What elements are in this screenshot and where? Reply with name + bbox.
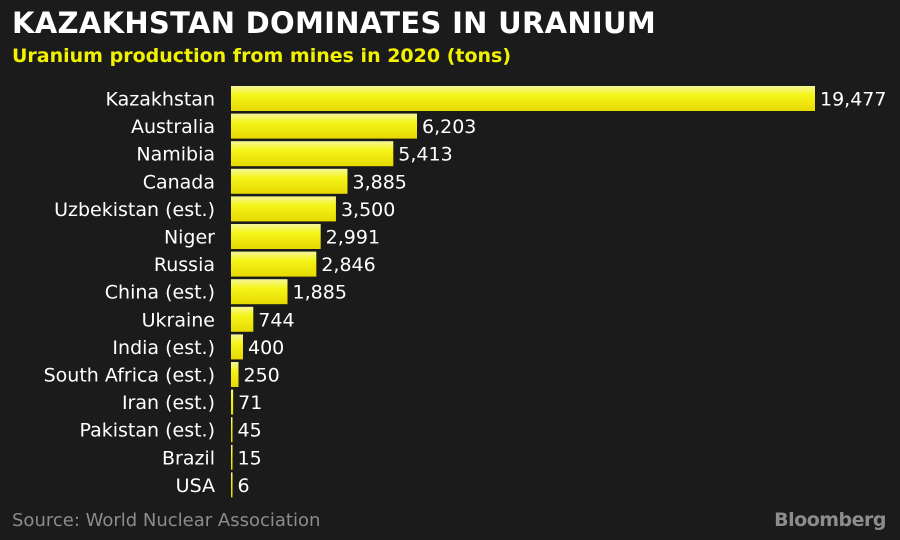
bars-group: Kazakhstan 19,477 Australia 6,203 Namibia 5,4… [44, 86, 886, 498]
value-label: 1,885 [293, 282, 347, 304]
category-label: South Africa (est.) [44, 365, 215, 387]
category-label: Ukraine [142, 309, 215, 331]
category-label: USA [176, 475, 215, 497]
bar-iran-est [231, 389, 234, 415]
bloomberg-logo: Bloomberg [774, 509, 886, 531]
category-label: Iran (est.) [122, 392, 215, 414]
bar-russia [231, 251, 317, 277]
chart-title: KAZAKHSTAN DOMINATES IN URANIUM [12, 6, 657, 40]
bar-canada [231, 168, 348, 194]
bar-ukraine [231, 306, 254, 332]
category-label: Russia [154, 254, 215, 276]
category-label: Uzbekistan (est.) [54, 199, 215, 221]
value-label: 2,846 [321, 254, 375, 276]
value-label: 400 [248, 337, 284, 359]
value-label: 250 [243, 365, 279, 387]
bar-brazil [231, 444, 233, 470]
bar-uzbekistan-est [231, 196, 336, 222]
chart-subtitle: Uranium production from mines in 2020 (t… [12, 45, 512, 67]
category-label: Brazil [162, 447, 215, 469]
category-label: Namibia [136, 144, 215, 166]
value-label: 3,500 [341, 199, 395, 221]
category-label: Canada [143, 171, 215, 193]
bar-namibia [231, 141, 394, 167]
value-label: 45 [238, 420, 262, 442]
source-note: Source: World Nuclear Association [12, 510, 321, 531]
category-label: Australia [131, 116, 215, 138]
value-label: 744 [258, 309, 294, 331]
value-label: 6 [238, 475, 250, 497]
category-label: Kazakhstan [106, 89, 215, 111]
category-label: China (est.) [105, 282, 215, 304]
category-label: Niger [164, 227, 215, 249]
bar-niger [231, 224, 321, 249]
value-label: 71 [238, 392, 262, 414]
value-label: 19,477 [820, 89, 886, 111]
bar-australia [231, 113, 417, 139]
bar-kazakhstan [231, 86, 815, 111]
bar-usa [231, 472, 233, 498]
bar-south-africa-est [231, 362, 239, 387]
value-label: 6,203 [422, 116, 476, 138]
value-label: 2,991 [326, 227, 380, 249]
value-label: 5,413 [398, 144, 452, 166]
value-label: 15 [238, 447, 262, 469]
bar-india-est [231, 334, 243, 360]
bar-china-est [231, 279, 288, 305]
bar-pakistan-est [231, 417, 233, 443]
value-label: 3,885 [352, 171, 406, 193]
category-label: India (est.) [112, 337, 215, 359]
category-label: Pakistan (est.) [79, 420, 215, 442]
